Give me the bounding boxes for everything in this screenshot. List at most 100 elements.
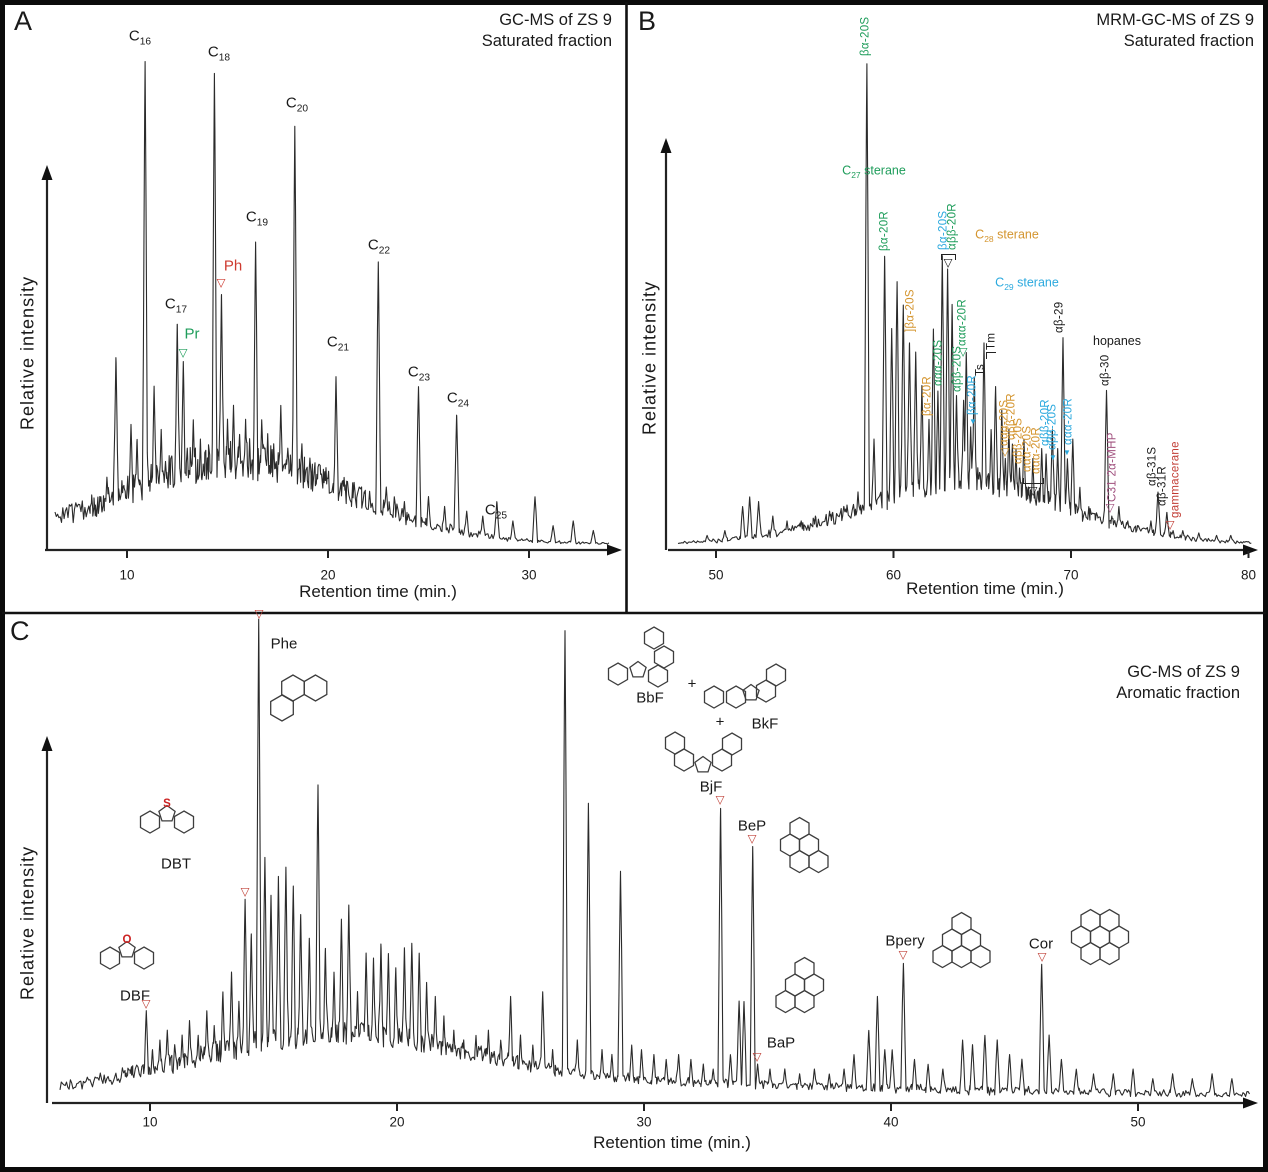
benzo-j-fluoranthene-structure-ring-0 [673, 748, 695, 772]
panel-c-peak-marker-5: ▽ [752, 1051, 762, 1064]
panel-b-peak-label-20s: αββ-20S [1046, 403, 1059, 450]
benzo-e-pyrene-structure-ring-3 [789, 849, 810, 874]
panel-b-bracket-2 [1023, 478, 1044, 484]
dibenzothiophene-structure-ring-1 [173, 810, 195, 834]
panel-a-peak-label-pr: Pr [184, 325, 200, 343]
panel-a-peak-label-c16: C16 [128, 27, 152, 48]
panel-b-peak-marker-6: ▼ [1063, 448, 1071, 457]
panel-c-peak-label-cor: Cor [1028, 935, 1054, 953]
panel-b-peak-label-29: αβ-29 [1053, 301, 1066, 333]
panel-a-trace [54, 61, 610, 545]
panel-a-y-axis-label: Relative intensity [17, 275, 38, 430]
panel-a-peak-label-c21: C21 [326, 333, 350, 354]
panel-b-tick-label-80: 80 [1240, 567, 1257, 583]
panel-b-title-line2: Saturated fraction [1123, 32, 1254, 50]
benzoperylene-structure-ring-4 [951, 944, 972, 969]
panel-c-peak-marker-6: ▽ [898, 949, 908, 962]
panel-c-peak-marker-3: ▽ [715, 794, 725, 807]
panel-c-peak-label-bbf: BbF [636, 689, 664, 707]
panel-c-peak-label-dbt: DBT [161, 855, 191, 873]
panel-c-tick-label-50: 50 [1130, 1114, 1146, 1130]
panel-b-peak-label-c29-sterane: C29 sterane [995, 275, 1059, 292]
dibenzothiophene-structure-pentagon [158, 804, 176, 822]
dibenzothiophene-structure-ring-0 [139, 810, 161, 834]
benzo-b-fluoranthene-structure-ring-0 [607, 662, 629, 686]
panel-a-peak-label-c23: C23 [407, 363, 431, 384]
dibenzofuran-structure-ring-0 [99, 946, 121, 970]
benzoperylene-structure-ring-2 [951, 911, 972, 936]
panel-c-peak-label-x: + [687, 675, 697, 693]
panel-c-tick-label-20: 20 [389, 1114, 405, 1130]
panel-c-y-axis-arrowhead [41, 736, 53, 751]
dibenzofuran-structure-heteroatom: O [123, 934, 132, 946]
benzoperylene-structure-ring-3 [932, 944, 953, 969]
panel-c-peak-marker-0: ▽ [254, 608, 264, 621]
benzo-b-fluoranthene-structure-ring-1 [647, 664, 669, 688]
coronene-structure-ring-3 [1099, 908, 1120, 933]
panel-b-letter: B [638, 6, 657, 36]
panel-a-title: GC-MS of ZS 9 Saturated fraction [482, 10, 612, 52]
panel-a-peak-label-c20: C20 [285, 94, 309, 115]
panel-a-tick-label-10: 10 [119, 567, 135, 583]
benzo-j-fluoranthene-structure-ring-2 [711, 748, 733, 772]
panel-c-tick-label-30: 30 [636, 1114, 652, 1130]
panel-b-peak-marker-1: ▽ [958, 346, 968, 359]
panel-a-peak-label-c19: C19 [245, 208, 269, 229]
panel-b-peak-marker-0: ▽ [943, 257, 953, 270]
phenanthrene-structure-ring-2 [303, 674, 328, 702]
panel-b-peak-label-20r: ααα-20R [1062, 398, 1075, 445]
panel-b-peak-marker-4: ▽ [1028, 485, 1038, 498]
panel-b-x-axis-arrowhead [1243, 544, 1258, 556]
panel-a-peak-label-ph: Ph [223, 257, 243, 275]
benzo-b-fluoranthene-structure-pentagon [629, 660, 647, 678]
panel-c-peak-label-dbf: DBF [120, 987, 150, 1005]
panel-c-x-axis-label: Retention time (min.) [593, 1133, 751, 1152]
panel-c-peak-marker-4: ▽ [747, 833, 757, 846]
panel-c-peak-label-bkf: BkF [751, 715, 779, 733]
panel-a-title-line1: GC-MS of ZS 9 [499, 11, 612, 29]
benzo-e-pyrene-structure-ring-2 [789, 816, 810, 841]
panel-b-peak-label-30: αβ-30 [1099, 354, 1112, 386]
panel-c-peak-label-bjf: BjF [699, 778, 723, 796]
panel-c-peak-label-bap: BaP [766, 1034, 796, 1052]
benzo-k-fluoranthene-structure-ring-1 [725, 685, 747, 709]
panel-c-tick-label-40: 40 [883, 1114, 899, 1130]
panel-b-peak-label-20s: ααα-20S [932, 339, 945, 386]
dibenzofuran-structure-pentagon [118, 940, 136, 958]
benzo-k-fluoranthene-structure-ring-3 [765, 663, 787, 687]
panel-c-trace [59, 618, 1250, 1098]
panel-a-peak-marker-0: ▽ [178, 347, 188, 360]
benzo-b-fluoranthene-structure-ring-2 [653, 645, 675, 669]
panel-a-y-axis-arrowhead [41, 165, 53, 180]
benzoperylene-structure-ring-5 [970, 944, 991, 969]
benzo-a-pyrene-structure-ring-2 [794, 956, 815, 981]
panel-b-peak-marker-2: ▼ [969, 417, 977, 426]
panel-a-peak-marker-1: ▽ [216, 277, 226, 290]
dibenzothiophene-structure-heteroatom: S [163, 798, 171, 810]
panel-c-x-axis-arrowhead [1243, 1097, 1258, 1109]
panel-b-peak-label-20s: βα-20S [859, 16, 872, 56]
panel-b-peak-label-20s: ]βα-20S [904, 289, 917, 332]
panel-b-trace [677, 63, 1252, 545]
panel-b-peak-label-31r: αβ-31R [1156, 466, 1169, 506]
panel-c-letter: C [10, 616, 30, 646]
panel-b-title: MRM-GC-MS of ZS 9 Saturated fraction [1096, 10, 1254, 52]
panel-b-peak-label-gammacerane: gammacerane [1169, 441, 1182, 518]
panel-a-letter: A [14, 6, 33, 36]
benzo-a-pyrene-structure-ring-3 [794, 989, 815, 1014]
panel-b-title-line1: MRM-GC-MS of ZS 9 [1096, 11, 1254, 29]
benzo-j-fluoranthene-structure-ring-1 [664, 731, 686, 755]
panel-b-peak-label-c28-sterane: C28 sterane [975, 227, 1039, 244]
coronene-structure-ring-4 [1080, 908, 1101, 933]
panel-b-peak-label-tm: Tm [985, 332, 998, 350]
panel-b-peak-marker-5: ▼ [1049, 453, 1057, 462]
panel-a-x-axis-arrowhead [607, 544, 622, 556]
coronene-structure-ring-6 [1080, 941, 1101, 966]
benzo-j-fluoranthene-structure-pentagon [694, 755, 712, 773]
panel-c-peak-marker-2: ▽ [141, 998, 151, 1011]
panel-b-peak-marker-8: ▽ [1165, 519, 1175, 532]
panel-b-y-axis-arrowhead [660, 138, 672, 153]
benzo-a-pyrene-structure-ring-4 [775, 989, 796, 1014]
